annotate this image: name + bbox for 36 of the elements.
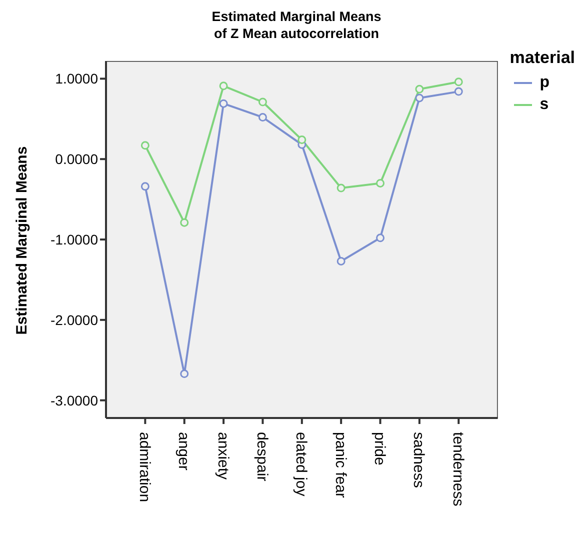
point [258,113,267,122]
point [454,87,463,96]
legend-label: p [540,74,550,92]
point [219,82,228,90]
x-tick-label: elated joy [292,432,310,497]
point [258,98,267,106]
point [415,84,424,94]
y-tick-label: -2.0000 [50,312,98,328]
point [140,141,150,150]
point [140,182,150,191]
y-tick-label: 0.0000 [55,151,98,168]
x-tick-label: tenderness [449,432,466,506]
y-tick-label: -3.0000 [50,392,98,408]
point [219,99,228,108]
x-tick-label: anger [175,432,192,470]
point [454,78,463,86]
chart-title: Estimated Marginal Means of Z Mean autocorrelation [210,8,382,42]
y-tick-label: 1.0000 [55,70,98,87]
legend-label: s [540,96,549,114]
x-tick-label: pride [371,432,388,466]
point [336,184,346,192]
x-tick-label: admiration [136,432,153,502]
point [180,370,189,378]
point [336,256,346,266]
point [180,218,189,227]
x-tick-label: despair [253,432,270,482]
y-tick-label: -1.0000 [50,231,98,248]
x-tick-label: panic fear [332,432,349,498]
point [415,94,424,102]
y-axis-title: Estimated Marginal Means [14,146,31,334]
point [298,136,306,144]
x-tick-label: anxiety [214,432,232,480]
point [376,234,385,242]
x-tick-label: sadness [410,432,428,488]
legend-title: material [510,48,575,68]
point [376,178,385,188]
